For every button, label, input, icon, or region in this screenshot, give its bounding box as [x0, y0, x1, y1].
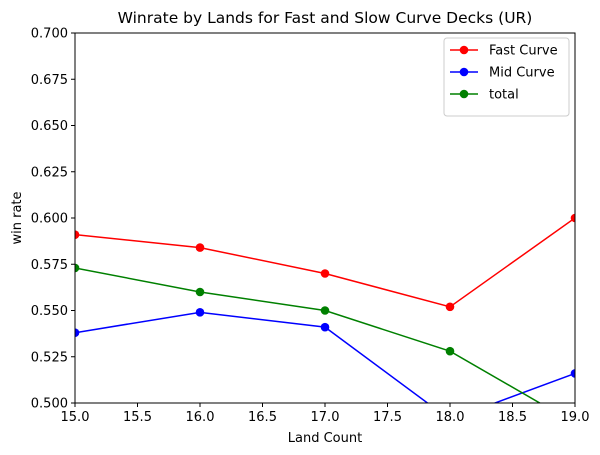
data-point — [195, 243, 205, 252]
x-tick-label: 16.5 — [248, 410, 277, 425]
data-point — [75, 263, 80, 273]
x-tick-label: 17.5 — [373, 410, 402, 425]
x-tick-label: 19.0 — [561, 410, 590, 425]
x-axis-label: Land Count — [288, 431, 362, 446]
legend-marker — [459, 67, 469, 77]
data-point — [320, 269, 330, 278]
y-tick-label: 0.675 — [31, 73, 68, 88]
data-point — [195, 287, 205, 297]
x-axis: 15.0 15.5 16.0 16.5 17.0 17.5 18.0 18.5 19.0 — [61, 403, 590, 425]
legend-label: Fast Curve — [489, 44, 558, 59]
data-point — [445, 302, 455, 312]
x-tick-label: 18.5 — [498, 410, 527, 425]
legend-box — [443, 37, 570, 117]
y-tick-label: 0.700 — [31, 27, 68, 42]
chart-title: Winrate by Lands for Fast and Slow Curve… — [118, 9, 533, 27]
legend-label: total — [489, 88, 519, 103]
y-axis-label: win rate — [10, 191, 25, 244]
x-tick-label: 17.0 — [311, 410, 340, 425]
legend-marker — [459, 45, 469, 55]
y-tick-label: 0.550 — [31, 304, 68, 319]
x-tick-label: 16.0 — [186, 410, 215, 425]
data-point — [570, 213, 575, 223]
data-point — [570, 369, 575, 378]
y-tick-label: 0.600 — [31, 212, 68, 227]
legend-marker — [459, 89, 469, 99]
data-point — [75, 328, 80, 337]
x-tick-label: 18.0 — [436, 410, 465, 425]
legend-label: Mid Curve — [489, 66, 555, 81]
y-tick-label: 0.500 — [31, 397, 68, 412]
y-tick-label: 0.575 — [31, 258, 68, 273]
legend: Fast Curve Mid Curve total — [443, 37, 570, 117]
y-axis: 0.500 0.525 0.550 0.575 0.600 0.625 0.650 0.675… — [31, 27, 75, 412]
data-point — [320, 322, 330, 332]
data-point — [195, 308, 205, 317]
y-tick-label: 0.650 — [31, 119, 68, 134]
data-point — [75, 230, 80, 239]
y-tick-label: 0.625 — [31, 165, 68, 180]
data-point — [445, 346, 455, 356]
data-point — [320, 306, 330, 315]
x-tick-label: 15.0 — [61, 410, 90, 425]
x-tick-label: 15.5 — [123, 410, 152, 425]
plot-area — [75, 213, 575, 403]
y-tick-label: 0.525 — [31, 350, 68, 365]
